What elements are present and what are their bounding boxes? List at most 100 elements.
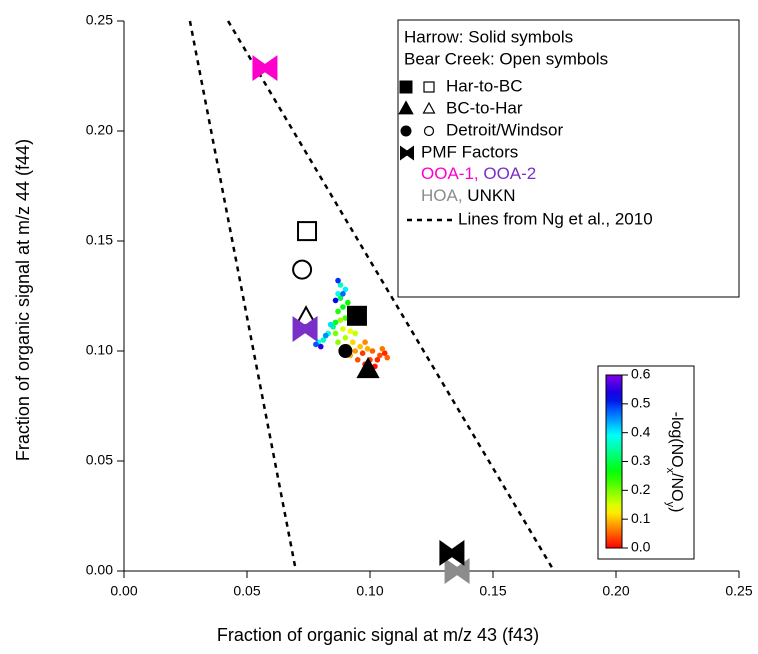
separator: , — [474, 164, 483, 183]
colorbar-label: -log(NOx/NOy) — [664, 412, 685, 513]
colored-point — [349, 339, 356, 346]
colored-point — [340, 304, 346, 310]
circle-marker — [292, 259, 313, 280]
legend-header: Bear Creek: Open symbols — [404, 49, 608, 68]
legend-header: Harrow: Solid symbols — [404, 27, 573, 46]
y-axis-label: Fraction of organic signal at m/z 44 (f4… — [13, 139, 33, 461]
x-tick-label: 0.25 — [725, 583, 752, 599]
legend-label: BC-to-Har — [446, 98, 523, 117]
factor-name: UNKN — [467, 186, 515, 205]
colored-point — [340, 291, 346, 297]
circle-marker — [338, 344, 353, 358]
colored-point — [332, 330, 339, 337]
colored-point — [345, 299, 351, 306]
separator: , — [458, 186, 467, 205]
circle-marker — [423, 125, 435, 137]
colored-point — [332, 319, 339, 326]
colored-point — [340, 326, 346, 332]
legend-label: Lines from Ng et al., 2010 — [458, 209, 653, 228]
colored-point — [337, 317, 344, 324]
legend-factors: HOA, UNKN — [421, 186, 515, 205]
legend-label: PMF Factors — [421, 142, 518, 161]
colorbar-tick-label: 0.1 — [631, 510, 651, 526]
colored-point — [327, 321, 334, 328]
legend-label: Har-to-BC — [446, 76, 523, 95]
square-marker — [346, 305, 367, 326]
colored-point — [335, 291, 341, 297]
x-tick-label: 0.00 — [110, 583, 137, 599]
legend-label: Detroit/Windsor — [446, 120, 563, 139]
x-axis-label: Fraction of organic signal at m/z 43 (f4… — [217, 625, 539, 645]
colored-point — [342, 286, 349, 293]
colored-point — [318, 343, 324, 350]
colorbar: 0.0 0.1 0.2 0.3 0.4 0.5 0.6 -log(NOx/NOy) — [597, 365, 695, 560]
x-tick-label: 0.05 — [233, 583, 260, 599]
colored-point — [322, 332, 329, 339]
label-part: -log(NO — [668, 412, 685, 468]
colored-point — [347, 328, 354, 335]
colored-point — [335, 339, 341, 346]
label-part: /NO — [668, 473, 685, 501]
subscript: y — [664, 502, 676, 508]
triangle-marker — [422, 101, 436, 114]
triangle-marker — [398, 100, 414, 115]
colored-point — [384, 354, 391, 361]
factor-name: HOA — [421, 186, 459, 205]
colored-point — [381, 350, 388, 357]
label-part: ) — [668, 507, 685, 512]
legend: Harrow: Solid symbols Bear Creek: Open sy… — [397, 19, 740, 298]
colored-point — [379, 346, 386, 352]
triangle-marker — [356, 357, 380, 379]
x-tick-label: 0.15 — [479, 583, 506, 599]
colorbar-tick-label: 0.3 — [631, 452, 651, 468]
colorbar-scale — [605, 374, 623, 549]
square-marker — [399, 80, 413, 94]
factor-name: OOA-1 — [421, 164, 474, 183]
bowtie-marker — [252, 55, 278, 82]
bowtie-marker — [439, 539, 465, 566]
colored-point — [335, 308, 341, 315]
bowtie-marker — [444, 558, 470, 584]
colored-point — [374, 357, 381, 363]
y-tick-label: 0.20 — [86, 122, 113, 138]
subscript: x — [664, 468, 676, 474]
legend-box — [397, 19, 740, 298]
colored-point — [359, 350, 366, 357]
circle-marker — [400, 125, 412, 137]
y-tick-label: 0.00 — [86, 562, 113, 578]
colorbar-tick-label: 0.6 — [631, 366, 651, 382]
bowtie-marker — [292, 316, 318, 342]
colorbar-tick-label: 0.0 — [631, 539, 651, 555]
colored-point — [337, 282, 344, 288]
colored-point — [337, 295, 344, 302]
colored-point — [354, 357, 361, 363]
y-tick-label: 0.15 — [86, 232, 113, 248]
y-tick-label: 0.25 — [86, 12, 113, 28]
colorbar-tick-label: 0.4 — [631, 423, 651, 439]
colored-point — [364, 346, 371, 352]
square-marker — [297, 221, 318, 242]
colored-point — [320, 337, 327, 343]
bowtie-marker — [400, 145, 414, 161]
colorbar-tick-label: 0.2 — [631, 481, 651, 497]
colored-point — [342, 335, 349, 341]
y-tick-label: 0.05 — [86, 452, 113, 468]
x-tick-label: 0.10 — [356, 583, 383, 599]
colored-point — [332, 297, 339, 304]
reference-line — [188, 20, 298, 572]
colored-point — [335, 277, 341, 284]
reference-line — [226, 20, 556, 572]
colored-point — [362, 339, 368, 346]
colored-point — [352, 330, 359, 337]
legend-factors: OOA-1, OOA-2 — [421, 164, 536, 183]
factor-name: OOA-2 — [483, 164, 536, 183]
colored-point — [377, 352, 383, 359]
square-marker — [423, 81, 435, 93]
colored-point — [313, 341, 319, 348]
x-tick-label: 0.20 — [602, 583, 629, 599]
y-tick-label: 0.10 — [86, 342, 113, 358]
colored-point — [342, 315, 349, 321]
colored-point — [352, 348, 359, 354]
colorbar-tick-label: 0.5 — [631, 395, 651, 411]
